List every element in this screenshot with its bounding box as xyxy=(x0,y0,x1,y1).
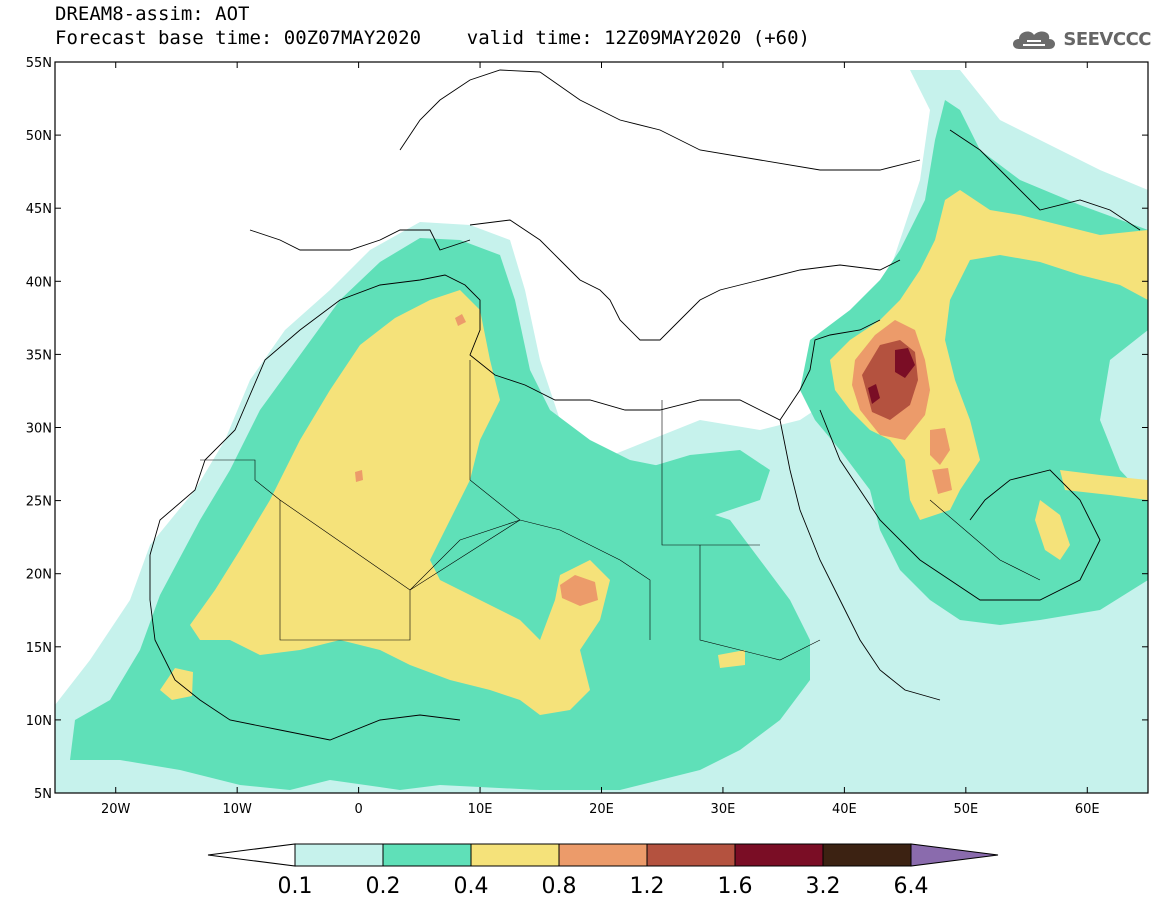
y-tick-label: 40N xyxy=(26,275,52,290)
x-tick-label: 0 xyxy=(354,802,362,817)
y-tick-label: 20N xyxy=(26,568,52,583)
y-tick-label: 35N xyxy=(26,348,52,363)
colorbar-swatch xyxy=(646,843,736,867)
x-tick-label: 10E xyxy=(468,802,493,817)
seevccc-logo: SEEVCCC xyxy=(1009,24,1151,54)
colorbar-swatch xyxy=(734,843,824,867)
aot-band-1.6 xyxy=(868,348,915,404)
x-tick-label: 50E xyxy=(953,802,978,817)
colorbar-label: 6.4 xyxy=(894,874,929,899)
y-tick-label: 10N xyxy=(26,714,52,729)
x-tick-label: 30E xyxy=(711,802,736,817)
title-line-1: DREAM8-assim: AOT xyxy=(55,3,250,25)
aot-band-0.4 xyxy=(160,190,1148,715)
colorbar-label: 3.2 xyxy=(806,874,841,899)
y-tick-label: 5N xyxy=(34,787,52,802)
y-tick-label: 25N xyxy=(26,495,52,510)
y-tick-label: 55N xyxy=(26,56,52,71)
colorbar: 0.1 0.2 0.4 0.8 1.2 1.6 3.2 6.4 xyxy=(207,843,999,899)
x-tick-label: 10W xyxy=(222,802,252,817)
logo-text: SEEVCCC xyxy=(1063,28,1151,50)
colorbar-swatch xyxy=(558,843,648,867)
y-tick-label: 15N xyxy=(26,641,52,656)
country-borders xyxy=(200,360,1041,661)
y-tick-label: 50N xyxy=(26,129,52,144)
colorbar-min-arrow xyxy=(207,843,296,867)
colorbar-swatch xyxy=(470,843,560,867)
cloud-icon xyxy=(1013,31,1056,49)
colorbar-label: 1.2 xyxy=(630,874,665,899)
x-tick-label: 60E xyxy=(1075,802,1100,817)
coastlines xyxy=(149,69,1141,741)
colorbar-swatch xyxy=(382,843,472,867)
x-tick-label: 20E xyxy=(589,802,614,817)
colorbar-label: 1.6 xyxy=(718,874,753,899)
colorbar-label: 0.4 xyxy=(454,874,489,899)
aot-field xyxy=(55,69,1148,793)
y-tick-label: 30N xyxy=(26,422,52,437)
x-tick-label: 20W xyxy=(101,802,131,817)
y-axis: 55N 50N 45N 40N 35N 30N 25N 20N 15N 10N 5N xyxy=(26,56,1148,802)
title-line-2: Forecast base time: 00Z07MAY2020 valid t… xyxy=(55,27,810,49)
colorbar-max-arrow xyxy=(910,843,999,867)
y-tick-label: 45N xyxy=(26,202,52,217)
colorbar-label: 0.2 xyxy=(366,874,401,899)
colorbar-swatch xyxy=(294,843,384,867)
colorbar-label: 0.1 xyxy=(278,874,313,899)
x-axis: 20W 10W 0 10E 20E 30E 40E 50E 60E xyxy=(101,62,1100,817)
colorbar-label: 0.8 xyxy=(542,874,577,899)
x-tick-label: 40E xyxy=(832,802,857,817)
colorbar-swatch xyxy=(822,843,912,867)
